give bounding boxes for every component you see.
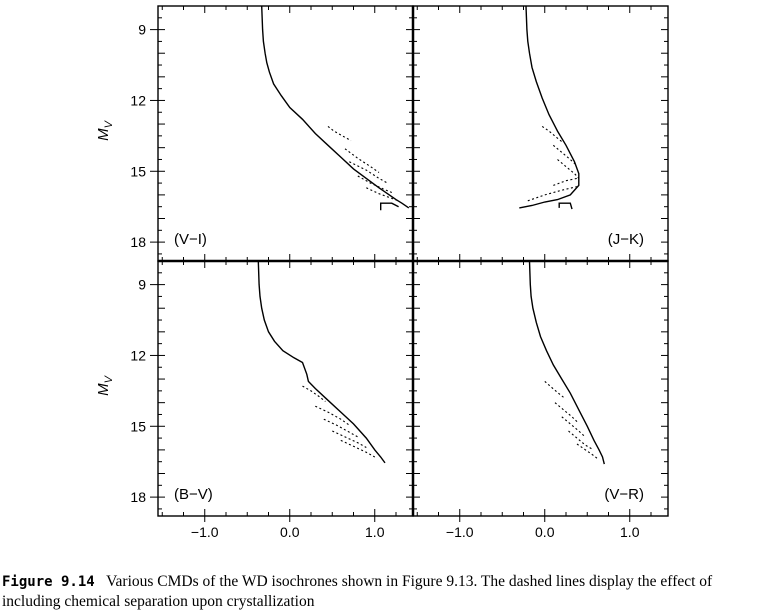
isochrone-dashed-line <box>527 186 578 202</box>
isochrone-dashed-line <box>554 402 578 422</box>
panel-frame <box>412 260 669 517</box>
panel-2: (J−K) <box>412 5 669 262</box>
x-tick-label: −1.0 <box>191 524 219 540</box>
isochrone-dashed-line <box>552 144 576 165</box>
caption-text: Various CMDs of the WD isochrones shown … <box>2 573 713 610</box>
x-tick-label: 1.0 <box>620 524 640 540</box>
isochrone-dashed-line <box>561 416 585 437</box>
y-tick-label: 12 <box>130 92 146 108</box>
x-tick-label: −1.0 <box>446 524 474 540</box>
isochrone-line <box>380 202 399 211</box>
panel-4: −1.0 0.0 1.0 (V−R) <box>412 260 669 540</box>
isochrone-dashed-line <box>557 159 580 179</box>
figure-number: Figure 9.14 <box>2 574 95 590</box>
y-tick-label: 12 <box>130 347 146 363</box>
isochrone-line <box>257 260 386 464</box>
y-tick-label: 18 <box>130 489 146 505</box>
isochrone-dashed-line <box>568 430 592 450</box>
isochrone-dashed-line <box>323 418 359 438</box>
isochrone-line <box>528 260 605 465</box>
isochrone-dashed-line <box>544 380 565 399</box>
y-tick-label: 15 <box>130 163 146 179</box>
panel-label: (V−R) <box>604 486 644 503</box>
x-tick-label: 0.0 <box>535 524 555 540</box>
isochrone-dashed-line <box>349 161 388 184</box>
panel-label: (V−I) <box>174 231 207 248</box>
figure: 9 12 15 18 MV (V−I) (J−K) 9 12 15 18 MV −1.0 0.0 1.0 (B… <box>95 5 669 540</box>
x-tick-label: 1.0 <box>365 524 385 540</box>
panel-label: (B−V) <box>174 486 213 503</box>
y-tick-label: 9 <box>138 22 146 38</box>
isochrone-dashed-line <box>344 148 380 173</box>
y-tick-label: 18 <box>130 234 146 250</box>
isochrone-dashed-line <box>576 443 599 460</box>
y-axis-label: MV <box>95 119 115 141</box>
isochrone-dashed-line <box>332 430 367 448</box>
y-axis-label: MV <box>95 374 115 396</box>
isochrone-dashed-line <box>327 125 352 142</box>
isochrone-dashed-line <box>553 177 578 186</box>
panel-frame <box>157 5 414 262</box>
panel-frame <box>157 260 414 517</box>
panel-1: 9 12 15 18 MV (V−I) <box>95 5 414 262</box>
panel-3: 9 12 15 18 MV −1.0 0.0 1.0 (B−V) <box>95 260 414 540</box>
isochrone-dashed-line <box>302 385 326 402</box>
isochrone-line <box>519 5 580 209</box>
isochrone-line <box>261 5 410 209</box>
isochrone-dashed-line <box>357 175 393 194</box>
isochrone-dashed-line <box>541 125 564 144</box>
panel-frame <box>412 5 669 262</box>
figure-caption: Figure 9.14 Various CMDs of the WD isoch… <box>2 572 760 611</box>
isochrone-dashed-line <box>340 439 376 458</box>
isochrone-line <box>558 202 573 210</box>
panel-label: (J−K) <box>608 231 644 248</box>
x-tick-label: 0.0 <box>280 524 300 540</box>
y-tick-label: 9 <box>138 277 146 293</box>
y-tick-label: 15 <box>130 418 146 434</box>
